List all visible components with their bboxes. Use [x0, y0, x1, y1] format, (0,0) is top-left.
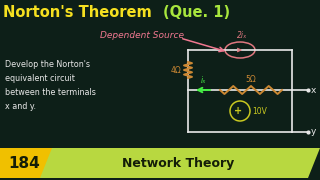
Text: Norton's Theorem: Norton's Theorem — [3, 4, 157, 19]
Text: iₓ: iₓ — [200, 76, 206, 85]
Text: Develop the Norton's
equivalent circuit
between the terminals
x and y.: Develop the Norton's equivalent circuit … — [5, 60, 96, 111]
Text: Dependent Source: Dependent Source — [100, 30, 184, 39]
Text: (Que. 1): (Que. 1) — [163, 4, 230, 19]
Text: 4Ω: 4Ω — [170, 66, 181, 75]
Polygon shape — [0, 148, 52, 178]
Text: 5Ω: 5Ω — [246, 75, 256, 84]
Text: 10V: 10V — [252, 107, 267, 116]
Polygon shape — [26, 148, 320, 178]
Text: x: x — [311, 86, 316, 94]
Text: Network Theory: Network Theory — [122, 156, 234, 170]
Text: 2iₓ: 2iₓ — [237, 31, 247, 40]
Text: y: y — [311, 127, 316, 136]
Text: 184: 184 — [8, 156, 40, 170]
Text: +: + — [234, 106, 242, 116]
